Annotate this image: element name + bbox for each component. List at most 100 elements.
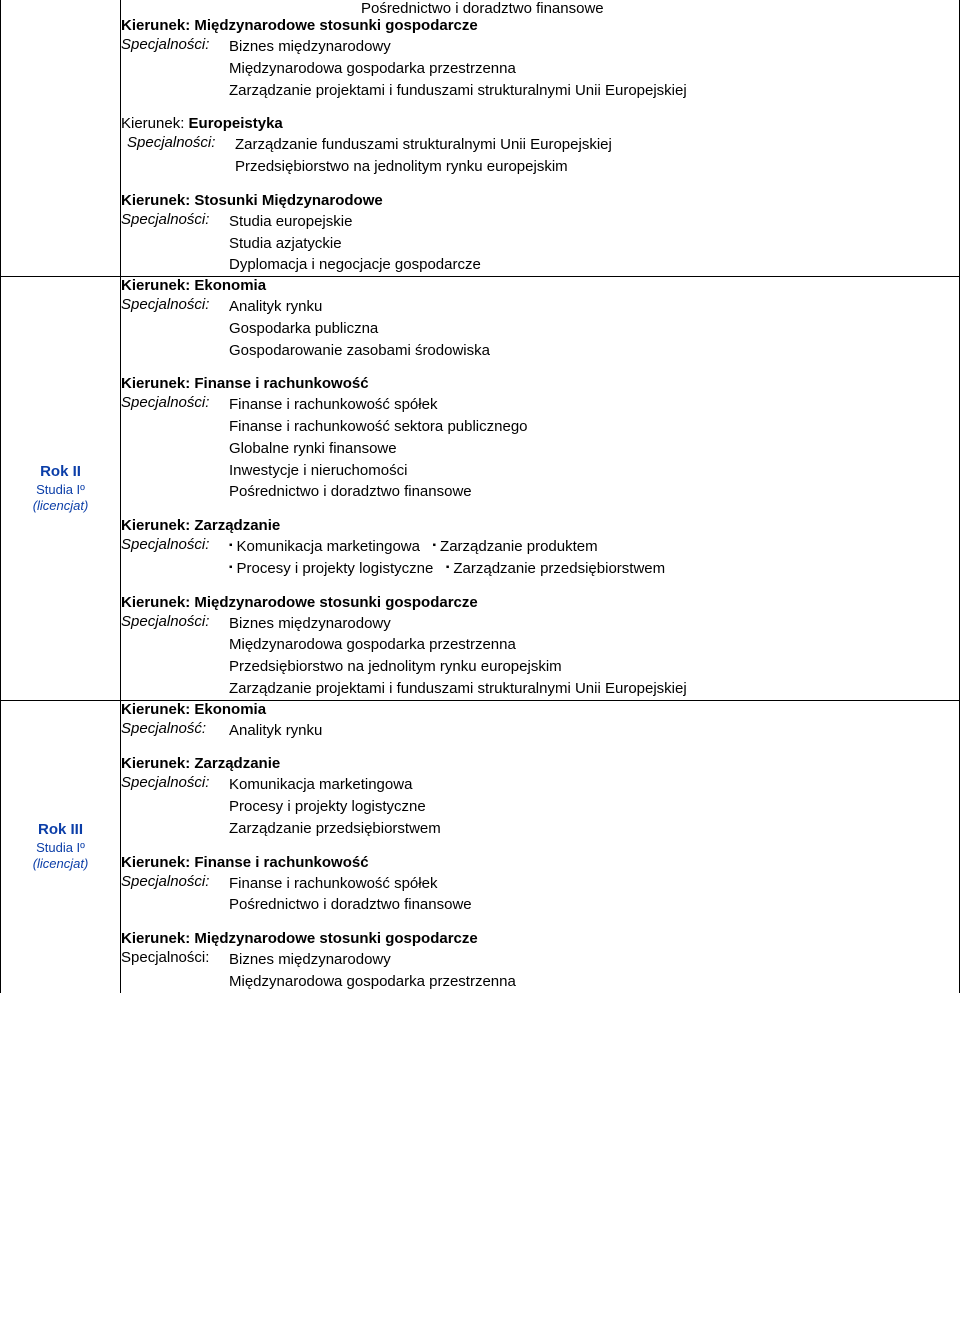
kierunek-title: Kierunek: Międzynarodowe stosunki gospod… (121, 930, 959, 947)
kierunek-prefix: Kierunek: (121, 17, 194, 34)
header-text: Pośrednictwo i doradztwo finansowe (361, 0, 604, 17)
kierunek-name: Zarządzanie (194, 517, 280, 534)
spec-item: Globalne rynki finansowe (229, 438, 959, 460)
kierunek-name: Międzynarodowe stosunki gospodarcze (194, 930, 477, 947)
spec-item: Studia europejskie (229, 211, 959, 233)
spec-item: Finanse i rachunkowość spółek (229, 394, 959, 416)
spec-item: Zarządzanie przedsiębiorstwem (453, 560, 665, 577)
spec-item: Procesy i projekty logistyczne (237, 560, 438, 577)
spec-row: Specjalności:Biznes międzynarodowyMiędzy… (121, 949, 959, 993)
kierunek-block: Kierunek: Międzynarodowe stosunki gospod… (121, 930, 959, 993)
header-right: Pośrednictwo i doradztwo finansowe (121, 0, 960, 17)
spec-items: Finanse i rachunkowość spółekFinanse i r… (229, 394, 959, 503)
kierunek-block: Kierunek: Finanse i rachunkowość Specjaln… (121, 375, 959, 503)
kierunek-prefix: Kierunek: (121, 701, 194, 718)
kierunek-title: Kierunek: Międzynarodowe stosunki gospod… (121, 17, 959, 34)
spec-row: Specjalności:Finanse i rachunkowość spół… (121, 873, 959, 917)
spec-label: Specjalności: (121, 949, 229, 966)
bullet-icon: ▪ (229, 561, 233, 576)
spec-label: Specjalność: (121, 720, 229, 737)
kierunek-block: Kierunek: Stosunki Międzynarodowe Specjal… (121, 192, 959, 276)
bullet-icon: ▪ (446, 561, 450, 576)
section-row: Rok IIStudia Iº(licencjat)Kierunek: Ekon… (1, 277, 960, 701)
kierunek-prefix: Kierunek: (121, 277, 194, 294)
content-cell: Kierunek: Ekonomia Specjalność:Analityk r… (121, 700, 960, 993)
spec-items: Analityk rynkuGospodarka publicznaGospod… (229, 296, 959, 361)
year-label: Rok II (1, 463, 120, 480)
kierunek-name: Finanse i rachunkowość (194, 854, 368, 871)
spec-items: Studia europejskieStudia azjatyckieDyplo… (229, 211, 959, 276)
kierunek-block: Kierunek: Ekonomia Specjalność:Analityk r… (121, 701, 959, 742)
spec-item: Komunikacja marketingowa (237, 538, 425, 555)
spec-row: Specjalności:Biznes międzynarodowyMiędzy… (121, 36, 959, 101)
spec-row: Specjalności:Biznes międzynarodowyMiędzy… (121, 613, 959, 700)
kierunek-prefix: Kierunek: (121, 115, 189, 132)
kierunek-block: Kierunek: Zarządzanie Specjalności:Komuni… (121, 755, 959, 839)
kierunek-title: Kierunek: Finanse i rachunkowość (121, 375, 959, 392)
spec-item: Gospodarowanie zasobami środowiska (229, 340, 959, 362)
spec-label: Specjalności: (121, 211, 229, 228)
spec-items: Biznes międzynarodowyMiędzynarodowa gosp… (229, 613, 959, 700)
spec-item: Biznes międzynarodowy (229, 36, 959, 58)
spec-item: Przedsiębiorstwo na jednolitym rynku eur… (229, 656, 959, 678)
spec-items: Biznes międzynarodowyMiędzynarodowa gosp… (229, 949, 959, 993)
spec-item: Dyplomacja i negocjacje gospodarcze (229, 254, 959, 276)
spec-item: Finanse i rachunkowość spółek (229, 873, 959, 895)
kierunek-prefix: Kierunek: (121, 594, 194, 611)
section-row: Kierunek: Międzynarodowe stosunki gospod… (1, 17, 960, 277)
spec-row: Specjalności:Studia europejskieStudia az… (121, 211, 959, 276)
kierunek-title: Kierunek: Europeistyka (121, 115, 959, 132)
kierunek-title: Kierunek: Zarządzanie (121, 517, 959, 534)
kierunek-name: Stosunki Międzynarodowe (194, 192, 382, 209)
spec-item: Przedsiębiorstwo na jednolitym rynku eur… (235, 156, 959, 178)
degree-line: Studia Iº (1, 840, 120, 856)
year-cell: Rok IIStudia Iº(licencjat) (1, 277, 121, 701)
spec-label: Specjalności: (121, 36, 229, 53)
spec-item: Zarządzanie funduszami strukturalnymi Un… (235, 134, 959, 156)
spec-item: Analityk rynku (229, 720, 959, 742)
kierunek-title: Kierunek: Międzynarodowe stosunki gospod… (121, 594, 959, 611)
spec-label: Specjalności: (121, 394, 229, 411)
spec-row: Specjalności:Komunikacja marketingowaPro… (121, 774, 959, 839)
spec-label: Specjalności: (127, 134, 235, 151)
bullet-icon: ▪ (432, 539, 436, 554)
degree-sub: (licencjat) (1, 856, 120, 872)
spec-item: Zarządzanie projektami i funduszami stru… (229, 80, 959, 102)
degree-line: Studia Iº (1, 482, 120, 498)
section-row: Rok IIIStudia Iº(licencjat)Kierunek: Eko… (1, 700, 960, 993)
spec-items: Zarządzanie funduszami strukturalnymi Un… (235, 134, 959, 178)
spec-item: Międzynarodowa gospodarka przestrzenna (229, 58, 959, 80)
kierunek-prefix: Kierunek: (121, 930, 194, 947)
content-cell: Kierunek: EkonomiaSpecjalności:Analityk … (121, 277, 960, 701)
kierunek-prefix: Kierunek: (121, 192, 194, 209)
spec-row: Specjalności:Analityk rynkuGospodarka pu… (121, 296, 959, 361)
spec-item: Inwestycje i nieruchomości (229, 460, 959, 482)
kierunek-title: Kierunek: Stosunki Międzynarodowe (121, 192, 959, 209)
year-cell: Rok IIIStudia Iº(licencjat) (1, 700, 121, 993)
spec-items: ▪Komunikacja marketingowa ▪Zarządzanie p… (229, 536, 959, 580)
header-row: Pośrednictwo i doradztwo finansowe (1, 0, 960, 17)
kierunek-title: Kierunek: Finanse i rachunkowość (121, 854, 959, 871)
spec-item: Pośrednictwo i doradztwo finansowe (229, 481, 959, 503)
spec-item: Zarządzanie produktem (440, 538, 598, 555)
spec-label: Specjalności: (121, 873, 229, 890)
spec-label: Specjalności: (121, 774, 229, 791)
kierunek-block: Kierunek: EkonomiaSpecjalności:Analityk … (121, 277, 959, 361)
spec-item: Biznes międzynarodowy (229, 949, 959, 971)
spec-row: Specjalność:Analityk rynku (121, 720, 959, 742)
spec-item: Procesy i projekty logistyczne (229, 796, 959, 818)
kierunek-name: Międzynarodowe stosunki gospodarcze (194, 17, 477, 34)
bullet-icon: ▪ (229, 539, 233, 554)
spec-item: Gospodarka publiczna (229, 318, 959, 340)
spec-bullet-line: ▪ Komunikacja marketingowa ▪ Zarządzanie p… (229, 536, 959, 558)
kierunek-block: Kierunek: ZarządzanieSpecjalności:▪Komun… (121, 517, 959, 580)
kierunek-block: Kierunek: Finanse i rachunkowość Specjaln… (121, 854, 959, 917)
spec-row: Specjalności:Finanse i rachunkowość spół… (121, 394, 959, 503)
kierunek-title: Kierunek: Ekonomia (121, 701, 959, 718)
kierunek-name: Międzynarodowe stosunki gospodarcze (194, 594, 477, 611)
spec-item: Analityk rynku (229, 296, 959, 318)
kierunek-prefix: Kierunek: (121, 517, 194, 534)
spec-bullet-line: ▪Procesy i projekty logistyczne ▪Zarządz… (229, 558, 959, 580)
kierunek-block: Kierunek: Międzynarodowe stosunki gospod… (121, 17, 959, 101)
kierunek-title: Kierunek: Zarządzanie (121, 755, 959, 772)
